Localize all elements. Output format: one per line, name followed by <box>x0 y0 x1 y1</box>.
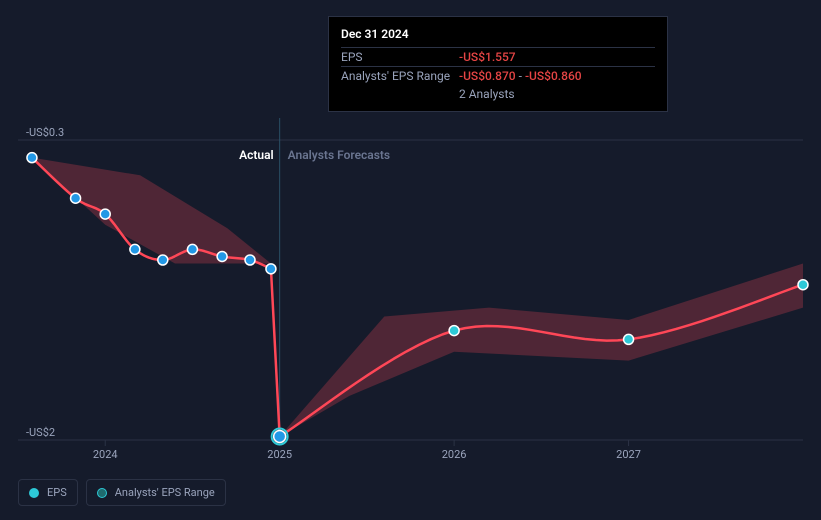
tooltip-row-eps: EPS -US$1.557 <box>341 47 655 66</box>
tooltip-value-eps: -US$1.557 <box>459 50 516 64</box>
x-axis-label: 2027 <box>616 448 641 461</box>
chart-tooltip: Dec 31 2024 EPS -US$1.557 Analysts' EPS … <box>328 16 668 112</box>
eps-chart: Dec 31 2024 EPS -US$1.557 Analysts' EPS … <box>0 0 821 520</box>
section-label-forecast: Analysts Forecasts <box>288 148 390 162</box>
y-axis-label: -US$0.3 <box>26 126 64 139</box>
x-axis-label: 2026 <box>442 448 467 461</box>
legend-dot-range <box>97 488 107 498</box>
legend-item-eps[interactable]: EPS <box>18 479 78 506</box>
tooltip-value-high: -US$0.860 <box>525 69 582 83</box>
y-axis-label: -US$2 <box>26 426 55 439</box>
legend-dot-eps <box>29 488 39 498</box>
x-axis-label: 2024 <box>93 448 118 461</box>
tooltip-sep: - <box>519 69 522 83</box>
legend-label-range: Analysts' EPS Range <box>115 486 215 499</box>
legend-label-eps: EPS <box>47 486 67 499</box>
tooltip-label-range: Analysts' EPS Range <box>341 69 459 83</box>
chart-legend: EPS Analysts' EPS Range <box>18 479 226 506</box>
tooltip-row-range: Analysts' EPS Range -US$0.870--US$0.860 <box>341 66 655 85</box>
tooltip-date: Dec 31 2024 <box>341 27 655 41</box>
tooltip-label-eps: EPS <box>341 50 459 64</box>
tooltip-value-low: -US$0.870 <box>459 69 516 83</box>
legend-item-range[interactable]: Analysts' EPS Range <box>86 479 226 506</box>
x-axis-label: 2025 <box>267 448 292 461</box>
tooltip-analyst-count: 2 Analysts <box>459 85 655 101</box>
section-label-actual: Actual <box>239 148 274 162</box>
